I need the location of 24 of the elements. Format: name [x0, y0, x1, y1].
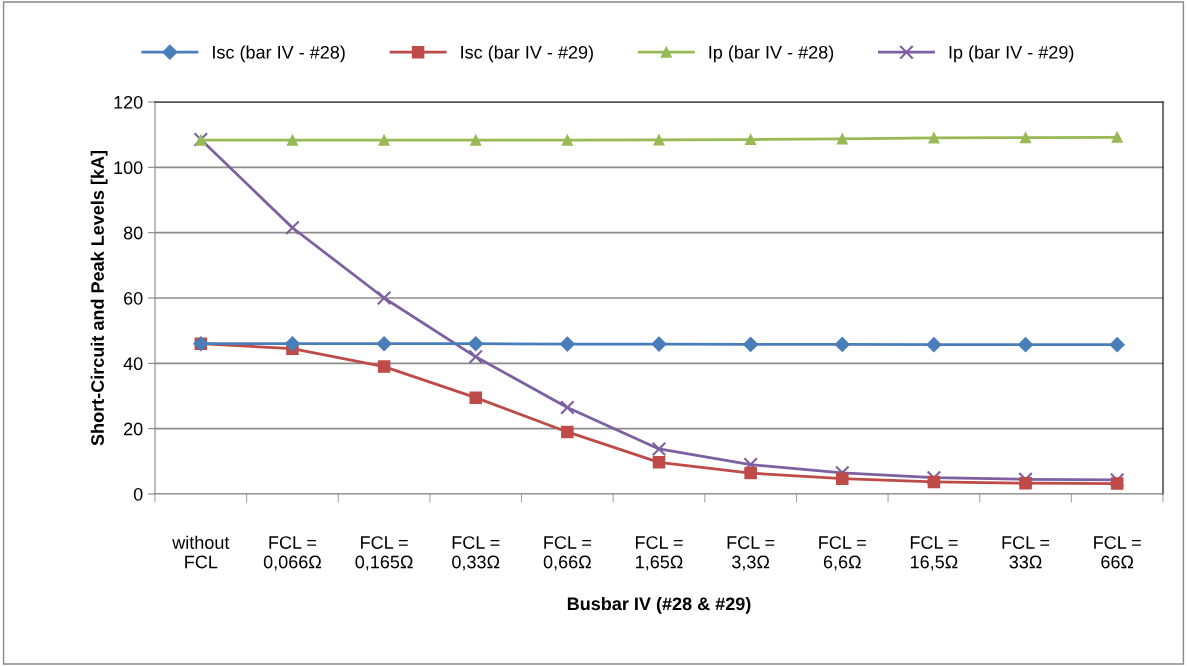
x-tick-label: FCL = 33Ω	[1002, 536, 1050, 569]
y-axis-title: Short-Circuit and Peak Levels [kA]	[90, 151, 108, 446]
legend-label: Ip (bar IV - #28)	[709, 45, 834, 63]
x-tick-label: FCL = 0,165Ω	[355, 536, 413, 571]
x-tick-label: FCL = 6,6Ω	[819, 536, 866, 571]
x-axis-title: Busbar IV (#28 & #29)	[567, 596, 751, 614]
y-tick-label: 100	[114, 161, 143, 175]
x-tick-label: FCL = 0,33Ω	[452, 536, 500, 571]
x-tick-label: FCL = 16,5Ω	[910, 536, 958, 571]
y-tick-label: 20	[124, 422, 143, 436]
y-tick-label: 0	[133, 487, 143, 501]
x-tick-label: FCL = 1,65Ω	[635, 536, 683, 571]
x-tick-label: FCL = 0,066Ω	[263, 536, 322, 571]
x-tick-label: FCL = 66Ω	[1094, 536, 1141, 569]
x-tick-label: FCL = 0,66Ω	[543, 536, 591, 571]
x-tick-label: FCL = 3,3Ω	[727, 536, 775, 571]
legend-label: Isc (bar IV - #28)	[213, 45, 345, 63]
y-tick-label: 80	[123, 226, 143, 240]
y-tick-label: 120	[114, 95, 143, 109]
legend-label: Isc (bar IV - #29)	[461, 45, 593, 63]
legend-label: Ip (bar IV - #29)	[949, 45, 1074, 63]
x-tick-label: without FCL	[172, 535, 230, 569]
y-tick-label: 40	[123, 357, 143, 371]
y-tick-label: 60	[124, 291, 143, 305]
